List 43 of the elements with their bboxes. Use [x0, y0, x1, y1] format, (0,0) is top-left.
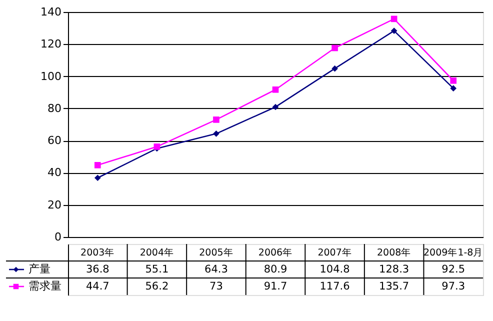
data-label: 44.7 — [86, 280, 110, 292]
point — [272, 104, 279, 110]
point — [450, 77, 457, 84]
y-tick-label: 80 — [48, 102, 62, 115]
x-tick-label: 2003年 — [80, 246, 115, 258]
x-tick-label: 2007年 — [318, 246, 352, 258]
point — [213, 130, 220, 137]
data-label: 56.2 — [145, 280, 169, 292]
data-label: 135.7 — [379, 280, 410, 292]
data-label: 80.9 — [264, 264, 288, 276]
y-tick-label: 140 — [40, 6, 62, 18]
y-tick-label: 120 — [40, 38, 62, 51]
data-label: 104.8 — [320, 264, 350, 276]
x-tick-label: 2009年1-8月 — [424, 246, 484, 258]
data-label: 92.5 — [442, 264, 466, 276]
data-label: 73 — [210, 280, 223, 292]
data-label: 117.6 — [320, 280, 350, 292]
point — [94, 174, 101, 182]
data-label: 128.3 — [379, 264, 410, 276]
point — [332, 65, 338, 72]
data-label: 97.3 — [442, 280, 466, 292]
point — [213, 116, 220, 123]
x-tick-label: 2006年 — [258, 246, 293, 258]
data-label: 36.8 — [86, 264, 110, 276]
data-label: 91.7 — [264, 280, 288, 292]
point — [332, 44, 338, 52]
legend-label: 需求量 — [28, 280, 62, 292]
y-tick-label: 60 — [48, 134, 62, 148]
x-tick-label: 2008年 — [376, 246, 412, 258]
x-tick-label: 2004年 — [140, 246, 174, 258]
y-tick-label: 0 — [54, 230, 62, 244]
point — [94, 162, 101, 168]
point — [390, 28, 398, 34]
y-tick-label: 40 — [48, 166, 62, 180]
data-label: 64.3 — [204, 264, 228, 276]
y-tick-label: 20 — [48, 198, 62, 212]
point — [272, 86, 279, 93]
x-tick-label: 2005年 — [199, 246, 234, 258]
data-label: 55.1 — [145, 264, 169, 276]
point — [450, 85, 457, 92]
legend-label: 产量 — [28, 262, 50, 276]
y-tick-label: 100 — [40, 70, 62, 83]
point — [390, 16, 398, 22]
